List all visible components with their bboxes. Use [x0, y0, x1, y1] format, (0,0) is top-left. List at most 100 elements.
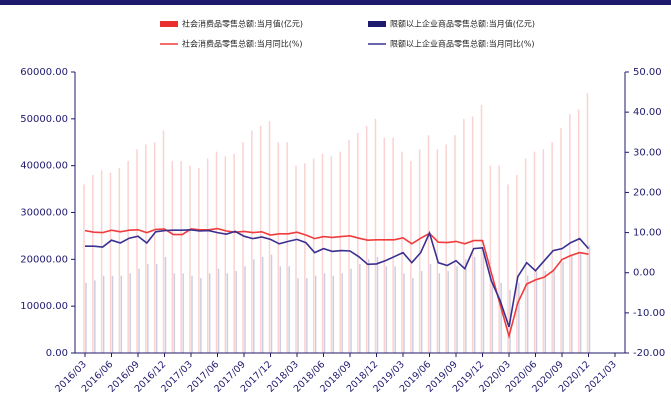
bar [542, 149, 545, 353]
bar [224, 156, 227, 353]
bar [482, 252, 485, 353]
bar [332, 275, 335, 353]
bar [155, 264, 158, 353]
bar [456, 266, 458, 353]
bar [571, 254, 573, 353]
top-band [0, 0, 671, 5]
bar [533, 151, 536, 353]
bar [102, 275, 105, 353]
bar [463, 118, 465, 353]
bar [304, 163, 306, 353]
line [85, 228, 590, 328]
bar [198, 168, 200, 353]
bar [215, 151, 218, 353]
bar [261, 256, 264, 353]
bar [480, 104, 483, 354]
bar [359, 264, 361, 353]
bar [136, 149, 138, 353]
bar [127, 160, 129, 353]
bar [341, 273, 343, 353]
bar [588, 245, 591, 353]
bar [109, 172, 112, 353]
y2-tick-label: 50.00 [633, 67, 662, 78]
bar [374, 118, 377, 353]
bar [279, 266, 282, 353]
bar [526, 275, 529, 353]
bar [544, 271, 547, 353]
bar [182, 273, 184, 353]
bar [286, 142, 288, 353]
bar [560, 128, 562, 353]
bar [242, 142, 244, 353]
bar [376, 256, 379, 353]
bar [173, 273, 176, 353]
bar [429, 264, 432, 353]
bar [208, 273, 211, 353]
bar [189, 165, 191, 353]
bar [259, 125, 262, 353]
bar [323, 273, 326, 353]
bar [100, 170, 103, 353]
bar [147, 264, 149, 353]
y-tick-label: 50000.00 [20, 114, 68, 125]
bar [535, 271, 538, 353]
bar [153, 142, 156, 353]
bar [357, 132, 359, 353]
bar [268, 121, 271, 353]
bar [454, 135, 456, 353]
y-tick-label: 20000.00 [20, 254, 68, 265]
bar [553, 268, 555, 353]
bar [314, 275, 317, 353]
bar [410, 160, 412, 353]
bar [233, 153, 235, 353]
bar [339, 151, 341, 353]
bar [350, 268, 352, 353]
bar [436, 149, 439, 353]
legend-label: 社会消费品零售总额:当月值(亿元) [182, 19, 303, 29]
bar [562, 261, 564, 353]
bar [427, 135, 430, 353]
y2-tick-label: 30.00 [633, 147, 662, 158]
bar [491, 282, 494, 353]
y-tick-label: 10000.00 [20, 301, 68, 312]
bar [297, 278, 299, 353]
y2-tick-label: -20.00 [633, 348, 665, 359]
bar [244, 266, 246, 353]
bar [270, 254, 273, 353]
bar [306, 278, 308, 353]
bar [569, 114, 571, 354]
legend-swatch [368, 21, 386, 27]
bar [253, 259, 255, 353]
bar [348, 139, 350, 353]
bar [418, 149, 421, 353]
bar [162, 130, 165, 353]
bar [129, 273, 131, 353]
bar [118, 168, 121, 353]
bar [330, 156, 333, 353]
bar [447, 271, 449, 353]
bar [200, 278, 202, 353]
bar [226, 273, 229, 353]
bar [235, 271, 237, 353]
bar [412, 278, 414, 353]
legend-label: 限额以上企业商品零售总额:当月同比(%) [390, 39, 535, 49]
y-tick-label: 60000.00 [20, 67, 68, 78]
bar [438, 273, 441, 353]
bar [206, 158, 209, 353]
bar [579, 252, 582, 353]
bar [321, 153, 324, 353]
line [84, 227, 589, 340]
y2-tick-label: 20.00 [633, 187, 662, 198]
legend-label: 社会消费品零售总额:当月同比(%) [182, 39, 303, 49]
bar [471, 116, 474, 353]
bar [94, 280, 96, 353]
bar [586, 93, 589, 353]
bar [164, 256, 167, 353]
y2-tick-label: 40.00 [633, 107, 662, 118]
bar [392, 137, 394, 353]
y2-tick-label: 10.00 [633, 228, 662, 239]
bar [217, 268, 220, 353]
bar [295, 165, 297, 353]
bar [251, 130, 253, 353]
